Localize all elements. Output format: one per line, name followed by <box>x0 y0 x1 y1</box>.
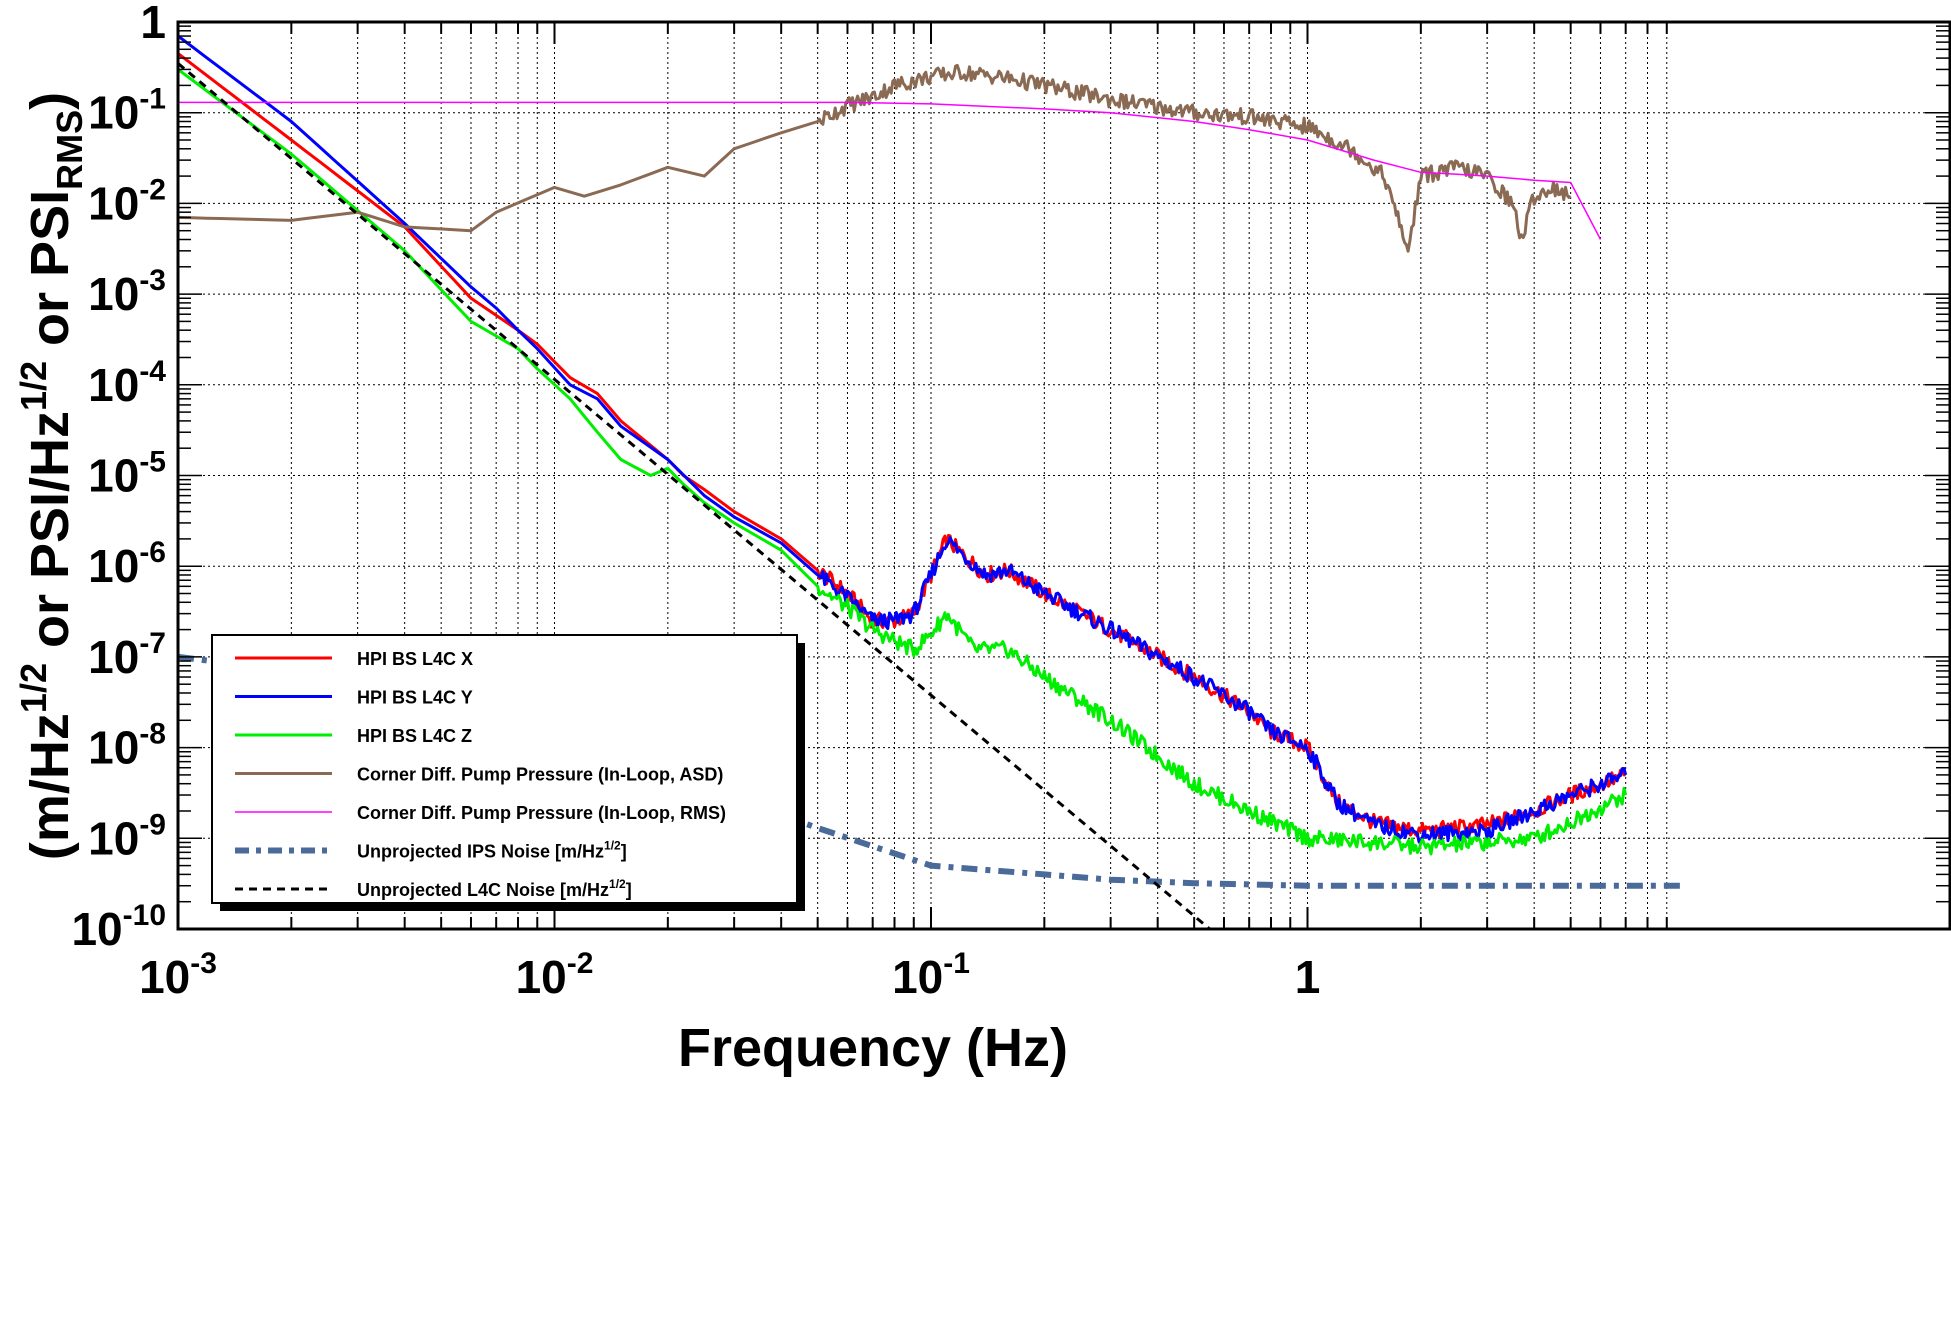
y-axis-title: (m/Hz1/2 or PSI/Hz1/2 or PSIRMS) <box>13 92 90 860</box>
y-tick-label-base: 10 <box>88 450 139 502</box>
legend-label-text: Unprojected L4C Noise [m/Hz <box>357 880 609 900</box>
y-tick-label: 10-4 <box>88 355 166 411</box>
y-tick-label: 10-9 <box>88 808 166 864</box>
x-tick-labels: 10-3 10-2 10-1 1 <box>139 947 1320 1003</box>
legend-label-text: Corner Diff. Pump Pressure (In-Loop, ASD… <box>357 765 723 785</box>
legend-label: HPI BS L4C X <box>357 649 473 669</box>
series-line <box>178 63 1572 253</box>
legend-label-text: HPI BS L4C X <box>357 649 473 669</box>
y-axis-title-close: ) <box>20 92 80 110</box>
y-tick-label: 10-2 <box>88 173 166 229</box>
legend-label: HPI BS L4C Z <box>357 726 472 746</box>
legend-label-text: Corner Diff. Pump Pressure (In-Loop, RMS… <box>357 803 726 823</box>
legend-label-tail: ] <box>626 880 632 900</box>
y-tick-label-base: 1 <box>140 0 166 48</box>
x-tick-label-base: 10 <box>892 951 943 1003</box>
y-tick-label-base: 10 <box>88 812 139 864</box>
y-tick-label-exponent: -3 <box>139 264 166 297</box>
y-tick-labels: 110-110-210-310-410-510-610-710-810-910-… <box>71 0 166 955</box>
y-tick-label-base: 10 <box>88 540 139 592</box>
plot-border <box>176 20 1951 931</box>
y-tick-label-base: 10 <box>88 722 139 774</box>
legend-label-text: HPI BS L4C Y <box>357 688 473 708</box>
x-tick-label: 10-3 <box>139 947 217 1003</box>
x-tick-label-exponent: -2 <box>567 947 594 980</box>
y-tick-label: 10-6 <box>88 536 166 592</box>
y-tick-label: 10-5 <box>88 446 166 502</box>
plot-frame <box>176 20 1951 931</box>
series-line <box>178 62 1211 929</box>
legend-box <box>211 634 798 904</box>
y-tick-label-base: 10 <box>88 177 139 229</box>
y-tick-label-exponent: -4 <box>139 355 166 388</box>
x-tick-label-base: 10 <box>516 951 567 1003</box>
y-tick-label-base: 10 <box>71 903 122 955</box>
x-tick-label: 10-2 <box>516 947 594 1003</box>
y-tick-label: 10-10 <box>71 899 166 955</box>
y-tick-label: 1 <box>140 0 166 48</box>
y-tick-label: 10-7 <box>88 627 166 683</box>
y-axis-title-tail: or PSI <box>20 190 80 361</box>
x-tick-label-base: 1 <box>1295 951 1321 1003</box>
x-tick-label-exponent: -3 <box>190 947 217 980</box>
legend-entries: HPI BS L4C X HPI BS L4C Y HPI BS L4C Z Corn… <box>235 649 726 900</box>
x-tick-label-base: 10 <box>139 951 190 1003</box>
y-tick-label-exponent: -2 <box>139 173 166 206</box>
y-tick-label: 10-1 <box>88 83 166 139</box>
y-tick-label-exponent: -10 <box>123 899 166 932</box>
y-axis-title-sub: RMS <box>49 110 90 190</box>
y-tick-label-base: 10 <box>88 359 139 411</box>
y-tick-label-exponent: -9 <box>139 808 166 841</box>
y-tick-label-exponent: -1 <box>139 83 166 116</box>
y-tick-label: 10-3 <box>88 264 166 320</box>
series-line <box>178 101 1602 240</box>
legend: HPI BS L4C X HPI BS L4C Y HPI BS L4C Z Corn… <box>211 634 805 911</box>
legend-label-text: HPI BS L4C Z <box>357 726 472 746</box>
legend-label: HPI BS L4C Y <box>357 688 473 708</box>
series-line <box>178 68 1628 856</box>
legend-label: Unprojected IPS Noise [m/Hz1/2] <box>357 839 627 862</box>
legend-label-sup: 1/2 <box>609 877 626 891</box>
x-tick-label: 10-1 <box>892 947 970 1003</box>
y-axis-title-sup2: 1/2 <box>13 361 54 411</box>
y-axis-title-sup1: 1/2 <box>13 663 54 713</box>
grid <box>178 22 1951 929</box>
legend-label: Unprojected L4C Noise [m/Hz1/2] <box>357 877 632 900</box>
y-tick-label-exponent: -6 <box>139 536 166 569</box>
y-axis-title-mid: or PSI/Hz <box>20 411 80 663</box>
legend-label-text: Unprojected IPS Noise [m/Hz <box>357 842 604 862</box>
x-tick-label: 1 <box>1295 951 1321 1003</box>
x-axis-title: Frequency (Hz) <box>678 1018 1068 1078</box>
legend-label: Corner Diff. Pump Pressure (In-Loop, RMS… <box>357 803 726 823</box>
y-tick-label: 10-8 <box>88 718 166 774</box>
y-tick-label-base: 10 <box>88 268 139 320</box>
legend-label: Corner Diff. Pump Pressure (In-Loop, ASD… <box>357 765 723 785</box>
y-tick-label-base: 10 <box>88 87 139 139</box>
legend-label-tail: ] <box>621 842 627 862</box>
x-tick-label-exponent: -1 <box>943 947 970 980</box>
y-tick-label-exponent: -7 <box>139 627 166 660</box>
y-tick-label-base: 10 <box>88 631 139 683</box>
y-tick-label-exponent: -5 <box>139 446 166 479</box>
legend-label-sup: 1/2 <box>604 839 621 853</box>
y-axis-title-open: (m/Hz <box>20 713 80 860</box>
y-tick-label-exponent: -8 <box>139 718 166 751</box>
